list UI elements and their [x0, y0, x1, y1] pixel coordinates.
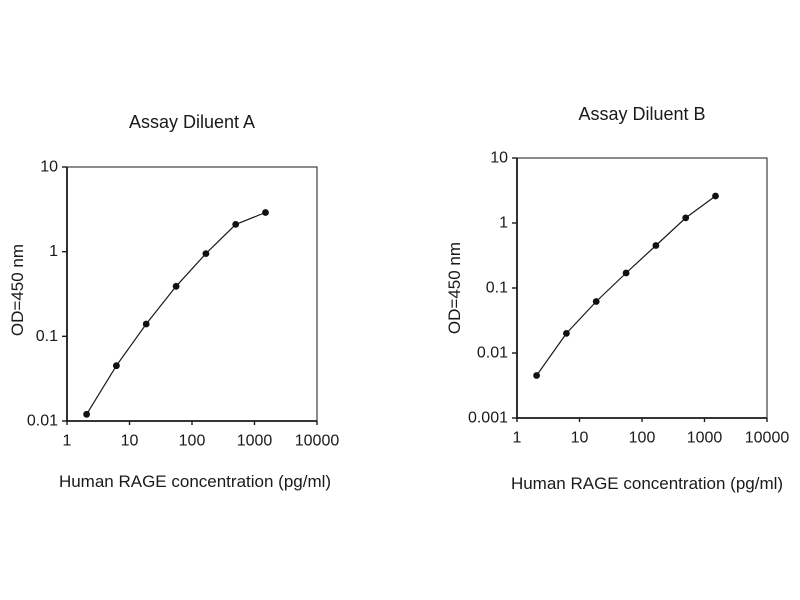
x-tick-label: 1 — [63, 432, 72, 449]
data-point — [682, 214, 690, 222]
x-tick-label: 1000 — [237, 432, 273, 449]
data-point — [622, 269, 630, 277]
y-tick-label: 0.01 — [477, 345, 508, 362]
data-point — [592, 298, 600, 305]
x-tick-label: 1 — [513, 429, 522, 446]
chart-b-y-axis-label: OD=450 nm — [445, 241, 464, 335]
y-tick-label: 1 — [499, 215, 508, 232]
data-point — [563, 330, 570, 337]
x-tick-label: 100 — [179, 432, 206, 449]
data-point — [232, 221, 240, 228]
data-point — [712, 192, 719, 200]
chart-a-title: Assay Diluent A — [128, 112, 256, 132]
data-point — [652, 242, 660, 249]
x-tick-label: 10000 — [745, 429, 790, 446]
data-point — [533, 372, 540, 379]
data-point — [202, 250, 210, 257]
chart-a-plot: 1 10 100 1000 10000 10 1 0.1 0.01 — [27, 159, 339, 450]
chart-b-plot: 1 10 100 1000 10000 10 1 0.1 0.01 0.001 — [468, 150, 789, 447]
data-point — [113, 362, 120, 370]
standard-curve-line — [86, 211, 266, 415]
y-tick-label: 1 — [49, 243, 58, 260]
data-point — [172, 282, 180, 290]
y-tick-label: 0.1 — [486, 280, 508, 297]
data-point — [83, 410, 90, 418]
x-tick-label: 100 — [629, 429, 656, 446]
y-tick-label: 10 — [40, 159, 58, 176]
x-tick-label: 10 — [121, 432, 139, 449]
plot-frame — [516, 157, 768, 419]
plot-frame — [66, 166, 318, 422]
y-tick-label: 0.001 — [468, 410, 508, 427]
chart-b-x-axis-label: Human RAGE concentration (pg/ml) — [510, 474, 784, 493]
x-tick-label: 10 — [571, 429, 589, 446]
chart-b-title: Assay Diluent B — [578, 104, 706, 124]
data-point — [142, 320, 150, 328]
x-tick-label: 1000 — [687, 429, 723, 446]
y-tick-label: 0.1 — [36, 328, 58, 345]
y-tick-label: 10 — [490, 150, 508, 167]
chart-a-y-axis-label: OD=450 nm — [8, 243, 27, 337]
x-tick-label: 10000 — [295, 432, 340, 449]
standard-curve-line — [536, 195, 716, 376]
y-tick-label: 0.01 — [27, 413, 58, 430]
chart-a-x-axis-label: Human RAGE concentration (pg/ml) — [58, 472, 332, 491]
data-point — [262, 209, 269, 216]
